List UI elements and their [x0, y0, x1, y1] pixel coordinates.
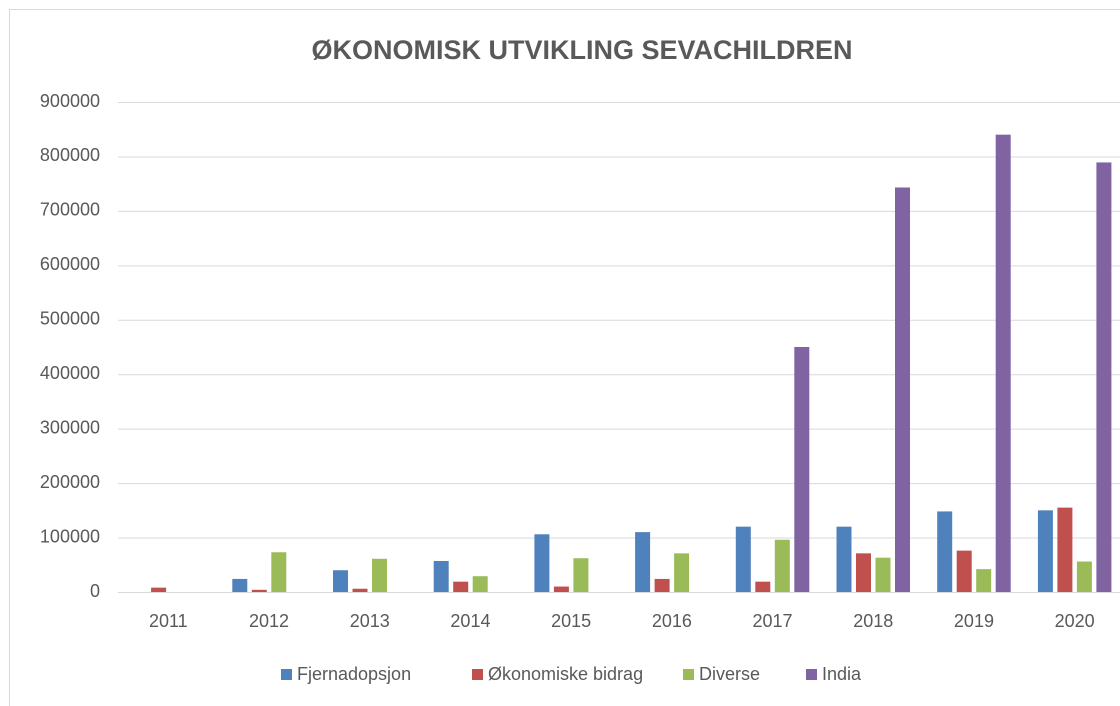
bar: [1037, 510, 1053, 592]
x-tick-label: 2012: [249, 611, 289, 631]
y-tick-label: 0: [90, 581, 100, 601]
bar: [453, 581, 469, 592]
y-tick-label: 200000: [40, 472, 100, 492]
bar: [937, 511, 953, 592]
bar: [976, 569, 992, 592]
bar: [232, 578, 248, 592]
y-tick-label: 700000: [40, 200, 100, 220]
bar: [553, 586, 569, 592]
y-tick-label: 300000: [40, 417, 100, 437]
bar: [352, 588, 368, 592]
x-tick-label: 2011: [149, 611, 188, 631]
y-tick-label: 800000: [40, 145, 100, 165]
bar: [635, 532, 651, 592]
x-tick-label: 2017: [753, 611, 793, 631]
bar: [251, 589, 267, 592]
legend-swatch: [683, 669, 694, 680]
y-tick-label: 600000: [40, 254, 100, 274]
x-tick-label: 2018: [853, 611, 893, 631]
y-tick-label: 900000: [40, 91, 100, 111]
bar: [1096, 162, 1112, 592]
bar: [271, 552, 287, 592]
bar: [735, 526, 751, 592]
bar: [573, 558, 589, 592]
bar: [151, 587, 167, 592]
bar: [333, 570, 348, 592]
bar: [995, 134, 1011, 592]
x-tick-label: 2014: [450, 611, 490, 631]
bar: [1076, 561, 1092, 592]
x-tick-label: 2016: [652, 611, 692, 631]
y-tick-label: 100000: [40, 526, 100, 546]
bar: [534, 534, 550, 592]
bar: [1057, 507, 1073, 592]
chart-border: [9, 9, 1120, 706]
bar: [794, 347, 810, 592]
y-tick-label: 400000: [40, 363, 100, 383]
x-tick-label: 2015: [551, 611, 591, 631]
x-tick-label: 2013: [350, 611, 390, 631]
legend-label: Fjernadopsjon: [297, 664, 411, 684]
bar: [372, 558, 387, 592]
legend-label: India: [822, 664, 862, 684]
bar: [836, 526, 852, 592]
bar: [472, 576, 488, 592]
bar: [856, 553, 871, 592]
legend-label: Økonomiske bidrag: [488, 664, 643, 684]
bar: [755, 581, 771, 592]
chart-title: ØKONOMISK UTVIKLING SEVACHILDREN: [311, 35, 852, 65]
bar: [956, 550, 972, 592]
bar: [875, 557, 891, 592]
bar: [433, 560, 449, 592]
y-tick-label: 500000: [40, 309, 100, 329]
legend-swatch: [806, 669, 817, 680]
legend-swatch: [472, 669, 483, 680]
bar: [674, 553, 690, 592]
x-tick-label: 2020: [1055, 611, 1095, 631]
bar: [895, 187, 910, 592]
legend-swatch: [281, 669, 292, 680]
x-tick-label: 2019: [954, 611, 994, 631]
bar: [774, 539, 790, 592]
bar: [654, 578, 670, 592]
legend-label: Diverse: [699, 664, 760, 684]
